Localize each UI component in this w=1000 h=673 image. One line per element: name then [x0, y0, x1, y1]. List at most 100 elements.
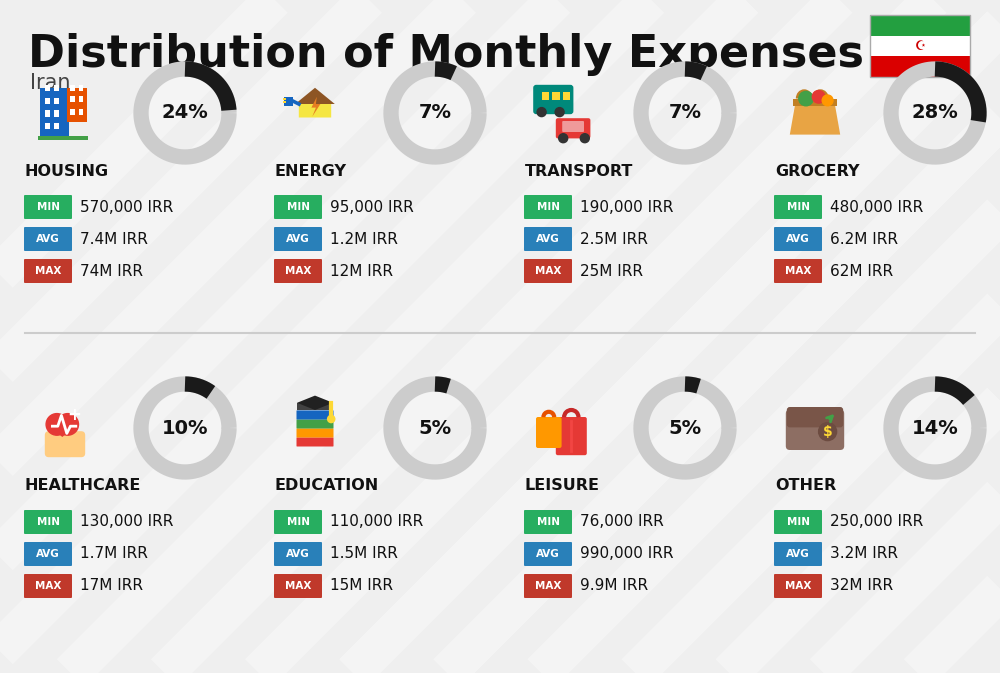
FancyBboxPatch shape — [274, 574, 322, 598]
Text: MAX: MAX — [535, 266, 561, 276]
Bar — [54, 98, 59, 104]
Bar — [793, 99, 837, 106]
Text: TRANSPORT: TRANSPORT — [525, 164, 633, 178]
FancyBboxPatch shape — [774, 227, 822, 251]
FancyBboxPatch shape — [533, 85, 573, 114]
Text: 24%: 24% — [162, 104, 208, 122]
Text: 17M IRR: 17M IRR — [80, 579, 143, 594]
Circle shape — [799, 92, 813, 106]
Text: 3.2M IRR: 3.2M IRR — [830, 546, 898, 561]
Text: MAX: MAX — [535, 581, 561, 591]
Bar — [54, 110, 59, 116]
Polygon shape — [299, 93, 331, 118]
Text: MAX: MAX — [285, 581, 311, 591]
Circle shape — [537, 108, 546, 116]
Text: 110,000 IRR: 110,000 IRR — [330, 514, 423, 530]
Text: 6.2M IRR: 6.2M IRR — [830, 232, 898, 246]
Bar — [542, 92, 549, 100]
Bar — [283, 102, 286, 103]
Text: 7%: 7% — [418, 104, 452, 122]
Bar — [297, 403, 333, 410]
FancyBboxPatch shape — [524, 510, 572, 534]
Text: 7.4M IRR: 7.4M IRR — [80, 232, 148, 246]
FancyBboxPatch shape — [24, 195, 72, 219]
FancyBboxPatch shape — [274, 227, 322, 251]
FancyBboxPatch shape — [787, 407, 843, 427]
Text: 1.5M IRR: 1.5M IRR — [330, 546, 398, 561]
FancyBboxPatch shape — [524, 195, 572, 219]
FancyBboxPatch shape — [24, 574, 72, 598]
Text: 28%: 28% — [912, 104, 958, 122]
Bar — [870, 15, 970, 77]
Bar — [552, 92, 560, 100]
Text: MIN: MIN — [36, 517, 60, 527]
Text: 990,000 IRR: 990,000 IRR — [580, 546, 674, 561]
FancyBboxPatch shape — [562, 121, 584, 132]
Polygon shape — [297, 396, 333, 410]
Text: AVG: AVG — [286, 234, 310, 244]
Polygon shape — [295, 87, 335, 104]
FancyBboxPatch shape — [296, 437, 334, 446]
Bar — [70, 85, 75, 92]
Bar — [54, 123, 59, 129]
Text: 250,000 IRR: 250,000 IRR — [830, 514, 923, 530]
Text: 5%: 5% — [668, 419, 702, 437]
Text: Iran: Iran — [30, 73, 70, 93]
FancyArrow shape — [291, 99, 301, 106]
Text: MIN: MIN — [786, 202, 810, 212]
FancyBboxPatch shape — [536, 417, 562, 448]
Text: 190,000 IRR: 190,000 IRR — [580, 199, 673, 215]
Text: 62M IRR: 62M IRR — [830, 264, 893, 279]
Text: 32M IRR: 32M IRR — [830, 579, 893, 594]
Text: 1.7M IRR: 1.7M IRR — [80, 546, 148, 561]
Text: OTHER: OTHER — [775, 479, 836, 493]
Text: AVG: AVG — [786, 234, 810, 244]
Text: 1.2M IRR: 1.2M IRR — [330, 232, 398, 246]
Text: MIN: MIN — [536, 517, 560, 527]
Text: MIN: MIN — [536, 202, 560, 212]
FancyBboxPatch shape — [524, 542, 572, 566]
Text: HOUSING: HOUSING — [25, 164, 109, 178]
Circle shape — [555, 108, 564, 116]
Circle shape — [328, 415, 335, 423]
Bar — [67, 87, 87, 122]
Text: EDUCATION: EDUCATION — [275, 479, 379, 493]
Text: 480,000 IRR: 480,000 IRR — [830, 199, 923, 215]
Text: 10%: 10% — [162, 419, 208, 437]
FancyBboxPatch shape — [774, 542, 822, 566]
Text: MAX: MAX — [285, 266, 311, 276]
Text: 76,000 IRR: 76,000 IRR — [580, 514, 664, 530]
Circle shape — [822, 95, 833, 106]
Text: 130,000 IRR: 130,000 IRR — [80, 514, 173, 530]
Bar — [45, 110, 50, 116]
Bar — [870, 15, 970, 36]
Text: 74M IRR: 74M IRR — [80, 264, 143, 279]
Bar — [870, 57, 970, 77]
FancyBboxPatch shape — [296, 429, 334, 437]
FancyBboxPatch shape — [24, 259, 72, 283]
Text: AVG: AVG — [36, 549, 60, 559]
Polygon shape — [311, 97, 320, 116]
FancyBboxPatch shape — [774, 259, 822, 283]
FancyBboxPatch shape — [556, 118, 590, 139]
Text: 5%: 5% — [418, 419, 452, 437]
Text: 95,000 IRR: 95,000 IRR — [330, 199, 414, 215]
Text: Distribution of Monthly Expenses: Distribution of Monthly Expenses — [28, 33, 864, 76]
Bar — [78, 108, 83, 115]
Bar — [40, 87, 69, 138]
Text: HEALTHCARE: HEALTHCARE — [25, 479, 141, 493]
Text: AVG: AVG — [786, 549, 810, 559]
FancyBboxPatch shape — [524, 259, 572, 283]
FancyBboxPatch shape — [274, 195, 322, 219]
Text: 14%: 14% — [912, 419, 958, 437]
FancyBboxPatch shape — [524, 574, 572, 598]
Bar — [45, 98, 50, 104]
FancyBboxPatch shape — [274, 510, 322, 534]
Text: 7%: 7% — [668, 104, 702, 122]
Text: MAX: MAX — [35, 266, 61, 276]
Circle shape — [57, 414, 78, 435]
Text: ENERGY: ENERGY — [275, 164, 347, 178]
FancyBboxPatch shape — [774, 574, 822, 598]
FancyBboxPatch shape — [556, 417, 587, 455]
Text: 25M IRR: 25M IRR — [580, 264, 643, 279]
